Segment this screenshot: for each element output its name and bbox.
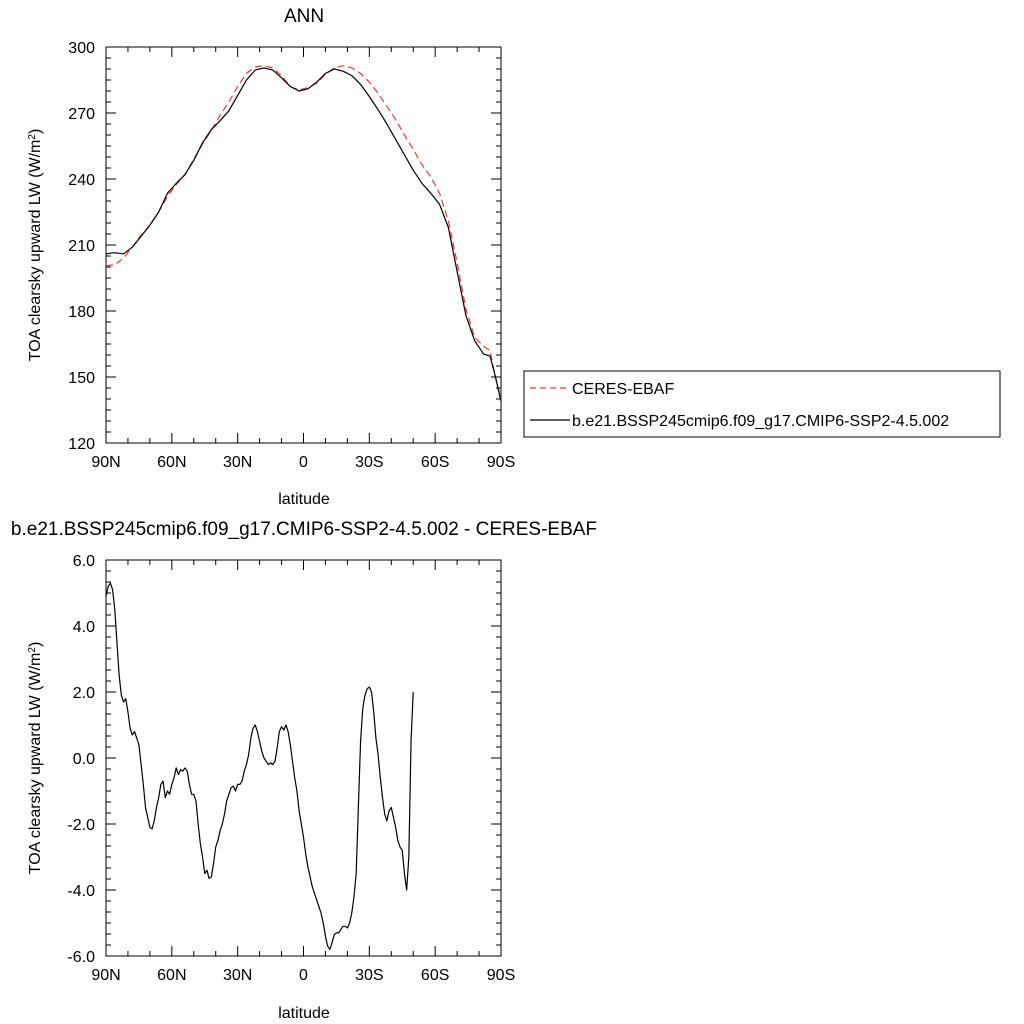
bottom-x-tick-label: 60N (157, 967, 186, 984)
top-x-tick-label: 60N (157, 454, 186, 471)
bottom-plot-title: b.e21.BSSP245cmip6.f09_g17.CMIP6-SSP2-4.… (11, 519, 597, 540)
top-y-axis-label-sup: 2 (27, 134, 38, 140)
bottom-y-tick-label: -2.0 (67, 817, 95, 834)
bottom-panel: b.e21.BSSP245cmip6.f09_g17.CMIP6-SSP2-4.… (11, 519, 597, 1022)
bottom-x-tick-label: 0 (299, 967, 308, 984)
top-x-tick-label: 90S (487, 454, 515, 471)
bottom-y-axis-label: TOA clearsky upward LW (W/m2) (27, 642, 45, 875)
bottom-y-axis-label-end: ) (27, 642, 44, 647)
top-plot-title: ANN (284, 6, 324, 27)
bottom-y-tick-label: -6.0 (67, 949, 95, 966)
top-tick-marks (105, 46, 502, 444)
top-x-tick-label: 90N (91, 454, 120, 471)
top-series-line-0 (105, 65, 502, 400)
bottom-x-tick-labels: 90N 60N 30N 0 30S 60S 90S (91, 967, 515, 984)
bottom-x-tick-label: 30S (355, 967, 383, 984)
bottom-x-tick-label: 60S (421, 967, 449, 984)
top-x-tick-labels: 90N 60N 30N 0 30S 60S 90S (91, 454, 515, 471)
top-y-tick-labels: 120 150 180 210 240 270 300 (68, 40, 95, 453)
bottom-plot-frame (105, 559, 502, 957)
top-series-lines (105, 65, 502, 402)
top-x-tick-label: 30N (223, 454, 252, 471)
top-y-tick-label: 150 (68, 370, 95, 387)
top-y-tick-label: 210 (68, 238, 95, 255)
top-x-tick-label: 30S (355, 454, 383, 471)
top-y-tick-label: 120 (68, 436, 95, 453)
top-series-line-1 (105, 67, 502, 402)
top-y-tick-label: 240 (68, 172, 95, 189)
bottom-y-axis-label-main: TOA clearsky upward LW (W/m (27, 653, 44, 875)
bottom-y-tick-label: 6.0 (73, 553, 95, 570)
bottom-series-lines (105, 582, 414, 950)
bottom-x-tick-label: 90S (487, 967, 515, 984)
bottom-y-tick-labels: 6.0 4.0 2.0 0.0 -2.0 -4.0 -6.0 (67, 553, 95, 966)
top-y-tick-label: 300 (68, 40, 95, 57)
bottom-x-tick-label: 90N (91, 967, 120, 984)
top-y-axis-label: TOA clearsky upward LW (W/m2) (27, 129, 45, 362)
top-plot-frame (105, 46, 502, 444)
top-y-tick-label: 180 (68, 304, 95, 321)
top-x-tick-label: 0 (299, 454, 308, 471)
legend-label-ceres-ebaf: CERES-EBAF (572, 381, 674, 398)
legend-box (523, 370, 1001, 438)
top-y-tick-label: 270 (68, 106, 95, 123)
legend: CERES-EBAF b.e21.BSSP245cmip6.f09_g17.CM… (523, 370, 1001, 438)
top-x-tick-label: 60S (421, 454, 449, 471)
bottom-y-tick-label: 2.0 (73, 685, 95, 702)
bottom-y-tick-label: 0.0 (73, 751, 95, 768)
legend-label-model: b.e21.BSSP245cmip6.f09_g17.CMIP6-SSP2-4.… (572, 413, 949, 430)
bottom-y-tick-label: -4.0 (67, 883, 95, 900)
top-panel: ANN 90N 60N 30N 0 30S 60S 90S 120 150 180 210 240 2… (27, 6, 1001, 508)
bottom-y-tick-label: 4.0 (73, 619, 95, 636)
bottom-series-line-0 (105, 582, 414, 950)
bottom-tick-marks (105, 559, 502, 957)
top-y-axis-label-end: ) (27, 129, 44, 134)
top-x-axis-label: latitude (278, 491, 330, 508)
bottom-x-axis-label: latitude (278, 1005, 330, 1022)
bottom-y-axis-label-sup: 2 (27, 647, 38, 653)
top-y-axis-label-main: TOA clearsky upward LW (W/m (27, 140, 44, 362)
bottom-x-tick-label: 30N (223, 967, 252, 984)
